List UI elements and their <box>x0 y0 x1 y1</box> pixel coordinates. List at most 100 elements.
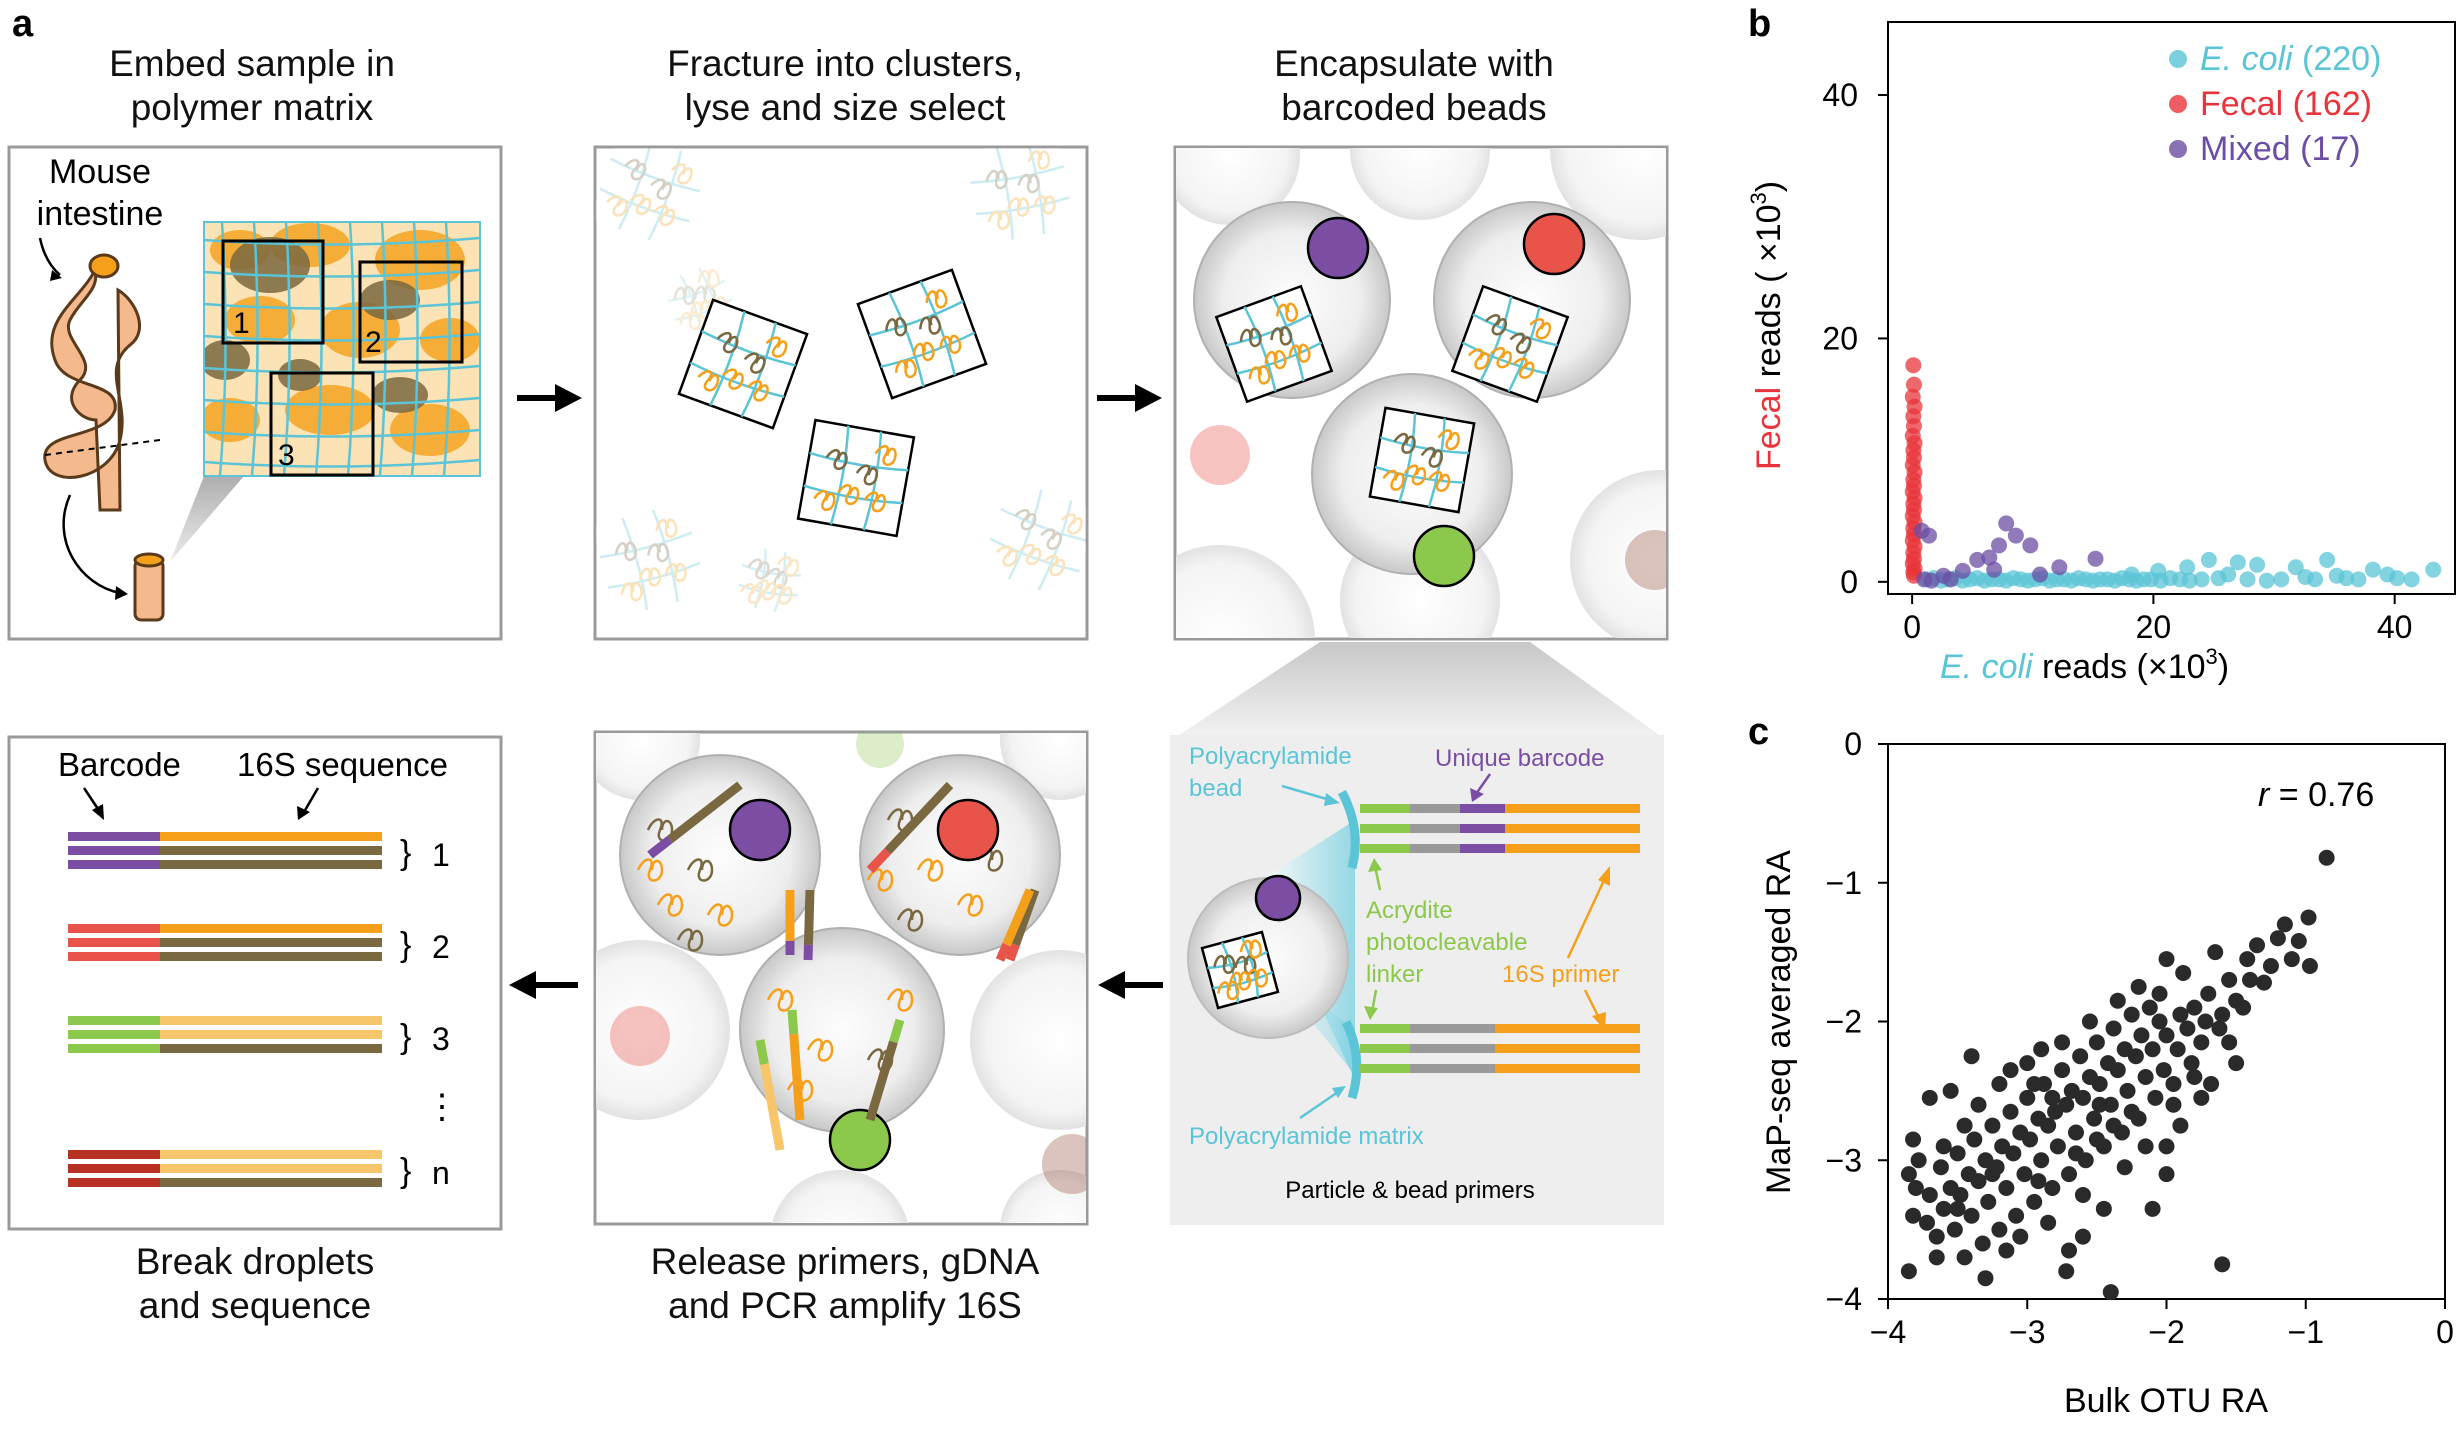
primer-panel-caption: Particle & bead primers <box>1285 1177 1534 1204</box>
bead-green <box>830 1110 890 1170</box>
sequence-segment <box>160 860 382 869</box>
sequence-segment <box>160 952 382 961</box>
chart-c-point <box>2026 1076 2042 1092</box>
step3-caption-line1: Encapsulate with <box>1274 43 1554 84</box>
chart-b-point <box>2179 559 2195 575</box>
chart-c-point <box>2165 1097 2181 1113</box>
barcode-segment <box>68 832 160 841</box>
faint-bead <box>1190 425 1250 485</box>
chart-c-point <box>1905 1131 1921 1147</box>
arrow-step5-to-6 <box>509 971 578 999</box>
chart-c-point <box>2124 1104 2140 1120</box>
panel-a-letter: a <box>12 3 34 45</box>
chart-b-point <box>2404 571 2420 587</box>
matrix-primer <box>1495 1064 1640 1073</box>
chart-c-point <box>2138 1138 2154 1154</box>
step5-release-pcr: Release primers, gDNA and PCR amplify 16… <box>550 680 1150 1326</box>
step6-caption-line2: and sequence <box>139 1285 371 1326</box>
chart-c-point <box>2050 1138 2066 1154</box>
bead-primer <box>1505 844 1640 853</box>
arrow-step2-to-3 <box>1097 384 1162 412</box>
chart-b-point <box>2389 570 2405 586</box>
chart-b-point <box>2230 554 2246 570</box>
chart-c-point <box>2197 1014 2213 1030</box>
matrix-primer <box>1410 1044 1495 1053</box>
chart-c-point <box>2145 1201 2161 1217</box>
chart-c-point <box>2100 1055 2116 1071</box>
polymer-matrix <box>200 222 480 476</box>
chart-b-xtick-label: 20 <box>2136 609 2172 645</box>
chart-c-point <box>2152 1014 2168 1030</box>
chart-b-point <box>2087 551 2103 567</box>
chart-c-point <box>2284 951 2300 967</box>
amplicon <box>808 890 810 945</box>
chart-c-point <box>2159 951 2175 967</box>
chart-c-point <box>1977 1152 1993 1168</box>
sequence-segment <box>160 1016 382 1025</box>
step5-caption-line1: Release primers, gDNA <box>651 1241 1040 1282</box>
chart-c-point <box>2186 1069 2202 1085</box>
chart-c-point <box>2008 1208 2024 1224</box>
sequence-segment <box>160 1150 382 1159</box>
chart-c-point <box>1964 1048 1980 1064</box>
chart-c-point <box>1943 1180 1959 1196</box>
chart-c-point <box>1936 1138 1952 1154</box>
barcode-segment <box>68 1016 160 1025</box>
group-label: 1 <box>432 837 450 873</box>
step2-caption-line1: Fracture into clusters, <box>667 43 1023 84</box>
intestine-label: intestine <box>37 195 164 233</box>
sequence-segment <box>160 1044 382 1053</box>
chart-c-point <box>2256 975 2272 991</box>
chart-c-point <box>1911 1152 1927 1168</box>
arrow-step4-to-5 <box>1098 971 1163 999</box>
chart-c-point <box>2242 972 2258 988</box>
zoom-cone <box>1176 642 1662 737</box>
faint-cluster <box>735 545 805 615</box>
chart-c-point <box>2170 1041 2186 1057</box>
group-label: 2 <box>432 929 450 965</box>
chart-c-point <box>2249 937 2265 953</box>
chart-b-point <box>2307 571 2323 587</box>
group-brace: } <box>400 1018 411 1056</box>
barcode-segment <box>68 1150 160 1159</box>
chart-c-point <box>2072 1048 2088 1064</box>
chart-c-point <box>2003 1104 2019 1120</box>
primer-panel: Polyacrylamide bead Unique barcode Acryd… <box>1170 735 1664 1225</box>
chart-b-ytick-label: 20 <box>1822 320 1858 356</box>
chart-c-point <box>1998 1180 2014 1196</box>
chart-c-xtick-label: 0 <box>2436 1314 2454 1350</box>
chart-b-legend-marker <box>2169 95 2187 113</box>
chart-c-point <box>1947 1222 1963 1238</box>
faint-bead <box>1625 530 1685 590</box>
chart-c-point <box>2012 1125 2028 1141</box>
chart-c-point <box>2277 916 2293 932</box>
chart-c-point <box>2103 1284 2119 1300</box>
chart-c-point <box>2156 1062 2172 1078</box>
sequence-segment <box>160 938 382 947</box>
bead-primer <box>1460 804 1505 813</box>
chart-c-point <box>2263 958 2279 974</box>
chart-c-point <box>2319 850 2335 866</box>
matrix-primer <box>1495 1044 1640 1053</box>
bead-primer <box>1505 824 1640 833</box>
chart-c-point <box>2033 1152 2049 1168</box>
chart-c-point <box>2184 1055 2200 1071</box>
amplicon <box>1010 945 1016 960</box>
chart-c-point <box>1964 1208 1980 1224</box>
barcode-segment <box>68 924 160 933</box>
chart-c-point <box>2096 1201 2112 1217</box>
amplicon <box>1000 945 1007 960</box>
chart-c-point <box>2047 1104 2063 1120</box>
sequence-16s-label: 16S sequence <box>237 746 448 783</box>
chart-c-point <box>1957 1249 1973 1265</box>
chart-c-point <box>1901 1263 1917 1279</box>
chart-c-point <box>2092 1097 2108 1113</box>
chart-b-point <box>2240 571 2256 587</box>
mouse-label: Mouse <box>49 153 151 191</box>
box-label-1: 1 <box>233 307 250 340</box>
chart-c-ytick-label: −3 <box>1826 1142 1862 1178</box>
group-ellipsis: ⋮ <box>425 1088 459 1126</box>
chart-c-point <box>1922 1090 1938 1106</box>
matrix-primer <box>1360 1064 1410 1073</box>
chart-c-point <box>2030 1173 2046 1189</box>
